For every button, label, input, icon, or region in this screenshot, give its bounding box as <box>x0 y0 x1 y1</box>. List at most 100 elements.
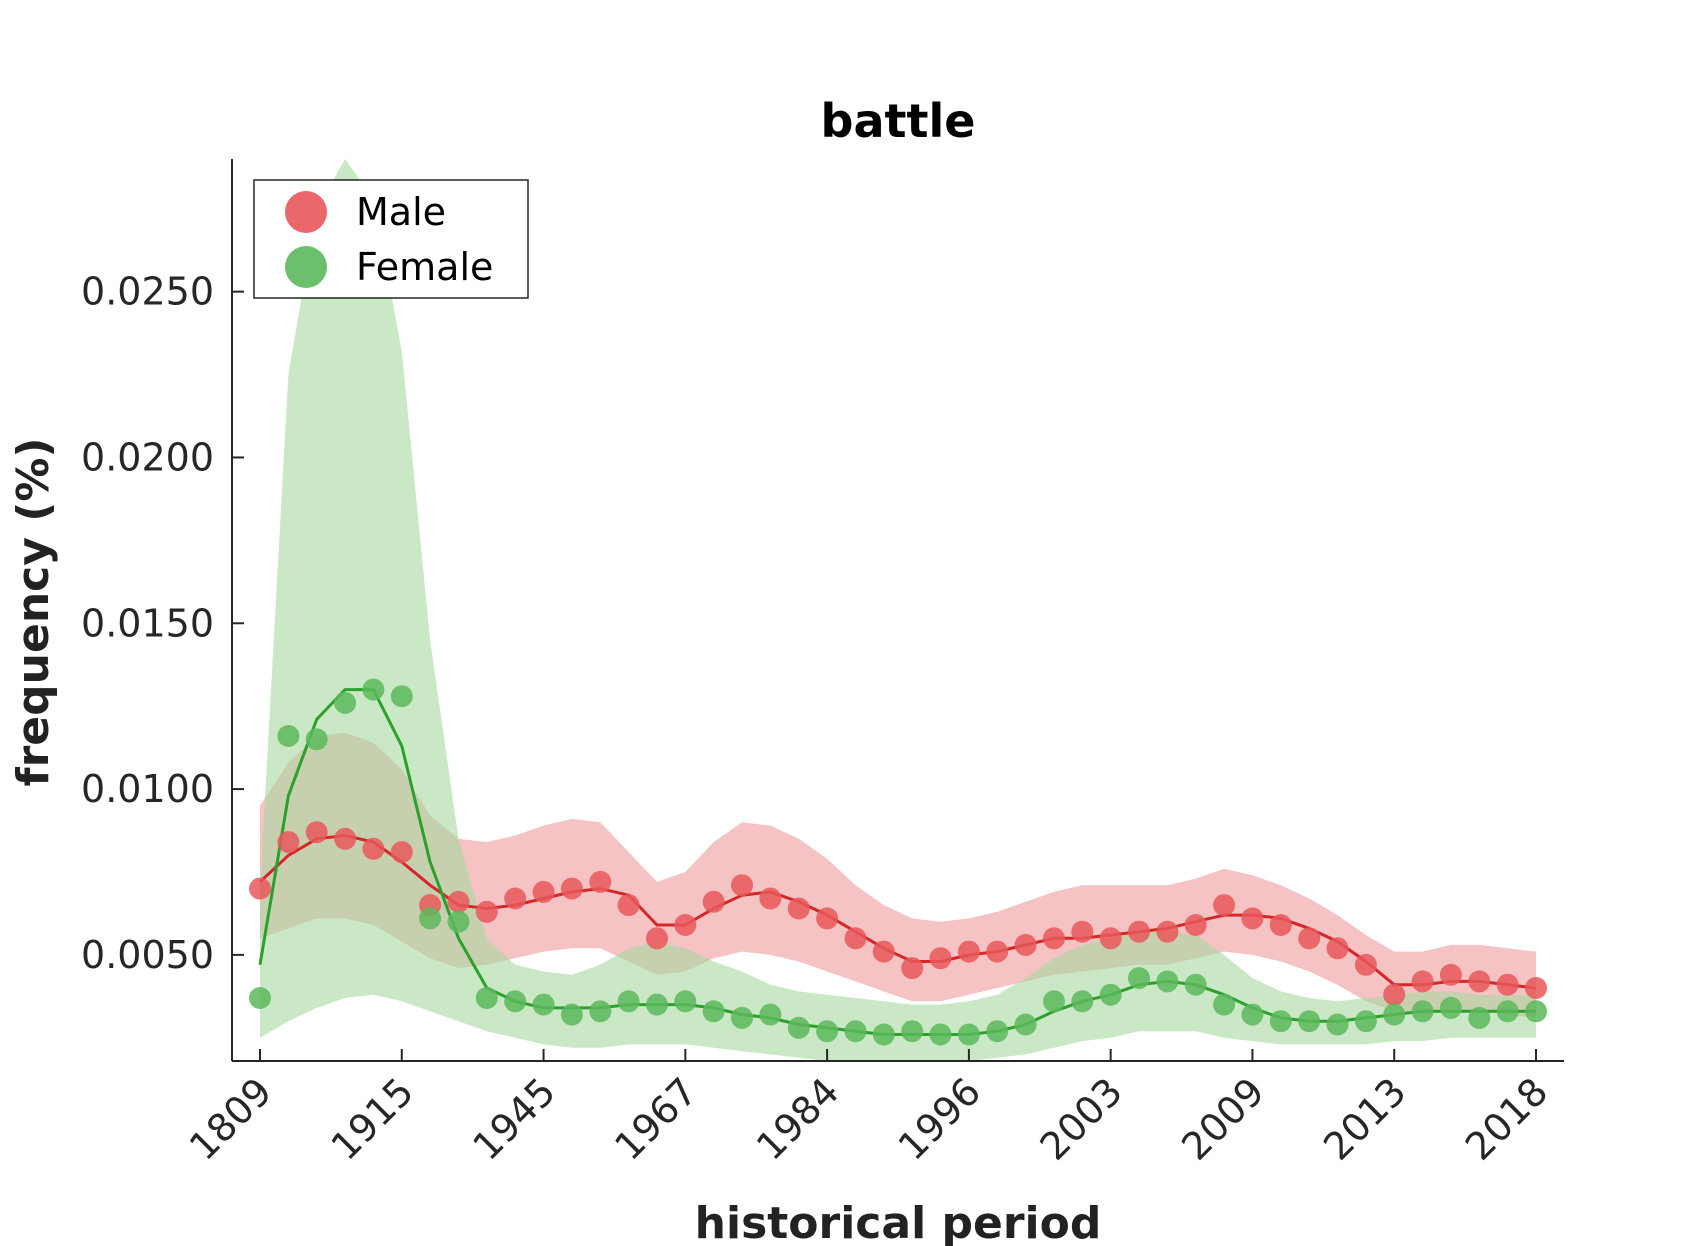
male-data-point <box>702 890 725 913</box>
y-axis-label: frequency (%) <box>8 437 59 786</box>
x-tick-label: 2018 <box>1457 1069 1557 1169</box>
male-data-point <box>334 827 357 850</box>
male-data-point <box>475 900 498 923</box>
male-data-point <box>759 887 782 910</box>
female-data-point <box>986 1020 1009 1043</box>
male-data-point <box>844 927 867 950</box>
trend-lines <box>258 688 1537 1036</box>
male-data-point <box>1496 973 1519 996</box>
male-data-point <box>872 940 895 963</box>
female-data-point <box>1043 990 1065 1013</box>
female-data-point <box>334 691 357 714</box>
y-tick-label: 0.0050 <box>81 933 214 977</box>
female-data-point <box>957 1023 980 1046</box>
x-tick-label: 2003 <box>1032 1069 1132 1169</box>
female-data-point <box>305 728 328 751</box>
male-data-point <box>560 877 583 900</box>
male-data-point <box>447 890 470 913</box>
female-data-point <box>475 987 498 1009</box>
female-data-point <box>447 910 470 933</box>
male-data-point <box>1099 927 1122 950</box>
female-data-point <box>1525 1000 1547 1023</box>
female-data-point <box>589 1000 612 1023</box>
x-tick-label: 1915 <box>323 1069 423 1169</box>
male-data-point <box>787 897 810 920</box>
female-data-point <box>1156 970 1179 993</box>
male-data-point <box>305 821 328 844</box>
female-data-point <box>419 907 442 930</box>
y-ticks: 0.0050 0.0100 0.0150 0.0200 0.0250 <box>81 270 244 977</box>
female-trend-line <box>258 688 1536 1036</box>
female-data-point <box>929 1023 952 1046</box>
male-data-point <box>1468 970 1491 993</box>
female-data-point <box>1071 990 1094 1013</box>
female-data-point <box>1184 973 1207 996</box>
male-data-point <box>589 870 612 893</box>
male-data-point <box>532 880 555 903</box>
female-data-point <box>901 1020 924 1043</box>
y-tick-label: 0.0150 <box>81 601 214 645</box>
data-markers <box>249 678 1547 1046</box>
male-data-point <box>277 831 300 854</box>
male-data-point <box>1213 894 1236 917</box>
female-data-point <box>1128 967 1150 990</box>
male-data-point <box>816 907 839 930</box>
male-data-point <box>1184 914 1207 936</box>
male-data-point <box>1156 920 1179 943</box>
male-data-point <box>674 914 697 936</box>
male-data-point <box>1043 927 1065 950</box>
female-data-point <box>872 1023 895 1046</box>
male-data-point <box>1439 963 1462 986</box>
male-confidence-band <box>260 732 1536 1018</box>
male-data-point <box>731 874 753 897</box>
male-data-point <box>1383 983 1406 1006</box>
female-data-point <box>1241 1003 1264 1026</box>
female-data-point <box>844 1020 867 1043</box>
y-tick-label: 0.0100 <box>81 767 214 811</box>
male-data-point <box>1014 933 1037 956</box>
x-tick-label: 1809 <box>181 1069 281 1169</box>
female-data-point <box>1298 1010 1321 1033</box>
female-data-point <box>759 1003 782 1026</box>
female-data-point <box>1496 1000 1519 1023</box>
male-data-point <box>1411 970 1434 993</box>
male-data-point <box>1241 907 1264 930</box>
y-tick-label: 0.0250 <box>81 270 214 314</box>
female-data-point <box>1326 1013 1349 1036</box>
female-data-point <box>1014 1013 1037 1036</box>
male-data-point <box>362 837 385 860</box>
female-data-point <box>787 1016 810 1039</box>
confidence-bands <box>260 159 1536 1061</box>
female-data-point <box>277 725 300 747</box>
female-data-point <box>617 990 640 1013</box>
male-data-point <box>1128 920 1150 943</box>
female-data-point <box>249 987 271 1009</box>
x-tick-label: 1984 <box>748 1069 848 1169</box>
male-data-point <box>1298 927 1321 950</box>
x-tick-label: 2013 <box>1315 1069 1415 1169</box>
female-data-point <box>1354 1010 1377 1033</box>
legend-marker-female <box>285 246 327 288</box>
legend-marker-male <box>285 191 327 233</box>
x-tick-label: 1945 <box>464 1069 564 1169</box>
female-data-point <box>1213 993 1236 1016</box>
female-data-point <box>1411 1000 1434 1023</box>
legend-label-female: Female <box>356 245 493 289</box>
x-ticks: 1809 1915 1945 1967 1984 1996 2003 2009 2013 2018 <box>181 1049 1557 1169</box>
male-data-point <box>901 957 924 980</box>
y-tick-label: 0.0200 <box>81 435 214 479</box>
female-data-point <box>560 1003 583 1026</box>
female-data-point <box>1439 996 1462 1019</box>
female-data-point <box>646 993 668 1016</box>
male-data-point <box>1525 977 1547 999</box>
male-data-point <box>249 877 271 900</box>
female-data-point <box>674 990 697 1013</box>
female-data-point <box>1269 1010 1292 1033</box>
female-data-point <box>362 678 385 701</box>
male-data-point <box>929 947 952 970</box>
female-data-point <box>532 993 555 1016</box>
male-data-point <box>1326 937 1349 960</box>
chart-title: battle <box>821 94 976 148</box>
female-data-point <box>1468 1006 1491 1029</box>
